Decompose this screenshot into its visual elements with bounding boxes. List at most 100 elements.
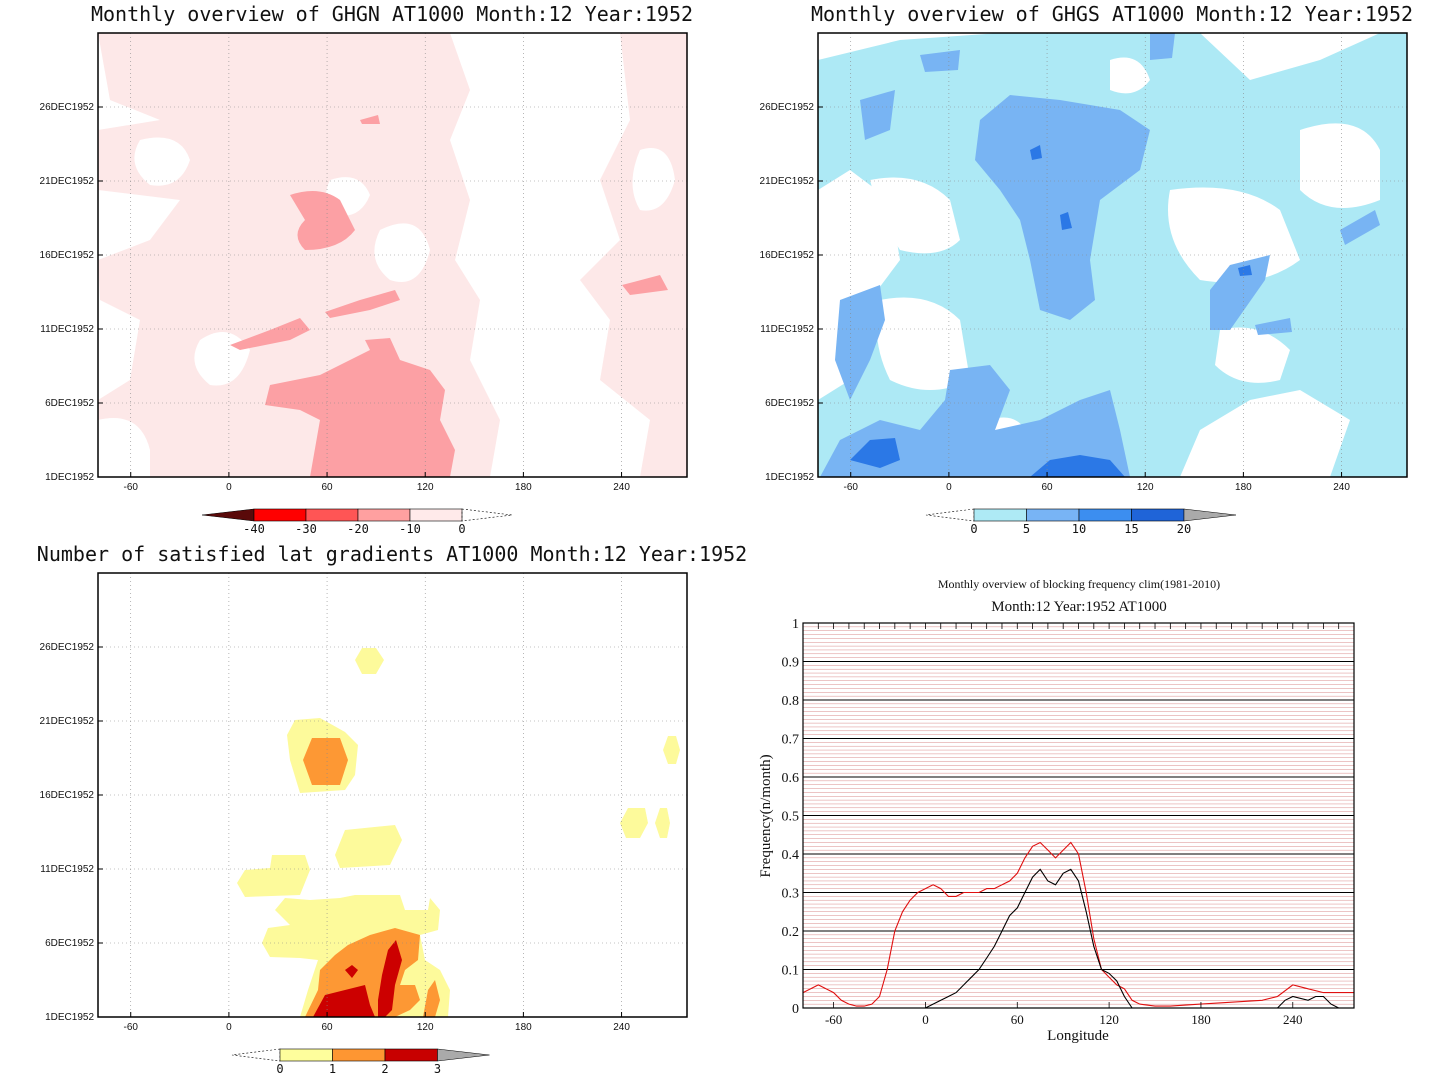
- ghgn-medium-blob-1: [290, 191, 355, 250]
- ghgs-white-center: [876, 297, 970, 390]
- latgrad-l1-e3: [655, 808, 670, 838]
- ghgs-white-east-3: [1215, 327, 1290, 383]
- ghgn-ytick-label: 26DEC1952: [40, 102, 95, 113]
- ghgs-colorbar-label: 20: [1177, 522, 1191, 536]
- ghgs-medium-central: [975, 95, 1150, 320]
- ghgs-ytick-label: 26DEC1952: [760, 102, 815, 113]
- panel-ghgs-title: Monthly overview of GHGS AT1000 Month:12…: [811, 2, 1413, 26]
- latgrad-colorbar-box: [384, 1048, 438, 1062]
- ghgn-colorbar-box: [409, 508, 463, 522]
- panel-latgrad-fields: [98, 573, 687, 1017]
- ghgs-colorbar-right-triangle: [1183, 508, 1237, 522]
- ghgs-dark-e: [1238, 265, 1252, 276]
- latgrad-l2-top: [303, 738, 348, 785]
- ghgs-medium-w: [835, 285, 885, 400]
- blocking-xtick-label: 60: [1011, 1012, 1024, 1027]
- ghgs-xtick-label: 120: [1137, 482, 1154, 493]
- ghgn-ytick-label: 1DEC1952: [45, 472, 94, 483]
- latgrad-ytick-label: 11DEC1952: [40, 864, 94, 875]
- ghgn-colorbar-label: -30: [295, 522, 317, 536]
- blocking-ytick-label: 0.1: [782, 964, 800, 979]
- ghgn-medium-region-main: [265, 338, 455, 477]
- ghgs-medium-e3: [1340, 210, 1380, 245]
- ghgn-xtick-label: 0: [226, 482, 232, 493]
- ghgs-xtick-label: 0: [946, 482, 952, 493]
- ghgs-colorbar-box: [973, 508, 1027, 522]
- latgrad-colorbar-left-triangle: [231, 1048, 281, 1062]
- panel-ghgs-fields: [818, 33, 1407, 477]
- ghgs-ytick-label: 16DEC1952: [760, 250, 815, 261]
- ghgn-colorbar-box: [253, 508, 307, 522]
- ghgs-dark-sw: [850, 438, 900, 468]
- blocking-ytick-label: 0.3: [782, 887, 800, 902]
- ghgn-white-hole-5: [632, 148, 675, 211]
- latgrad-ytick-label: 26DEC1952: [40, 642, 95, 653]
- ghgs-medium-e1: [1210, 255, 1270, 330]
- latgrad-ytick-label: 1DEC1952: [45, 1012, 94, 1023]
- panel-latgrad: Number of satisfied lat gradients AT1000…: [37, 542, 747, 1076]
- panel-ghgs-ticks: -60 0 60 120 180 240 1DEC1952 6DEC1952 11DEC1952…: [760, 102, 1351, 493]
- panel-blocking-xlabel: Longitude: [1047, 1028, 1109, 1044]
- ghgn-medium-blob-4: [622, 275, 668, 295]
- latgrad-colorbar-label: 1: [329, 1062, 336, 1076]
- ghgs-ytick-label: 1DEC1952: [765, 472, 814, 483]
- latgrad-ytick-label: 21DEC1952: [40, 716, 95, 727]
- blocking-ytick-label: 0.9: [782, 656, 800, 671]
- blocking-xtick-label: 180: [1191, 1012, 1211, 1027]
- blocking-series-line-0: [802, 841, 1354, 1007]
- ghgs-ytick-label: 21DEC1952: [760, 176, 815, 187]
- panel-blocking-ticks: 0 0.1 0.2 0.3 0.4 0.5 0.6 0.7 0.8 0.9 1 -60 0 60 120 18…: [782, 617, 1355, 1027]
- latgrad-l3-3: [345, 965, 358, 978]
- ghgn-white-hole-6: [98, 418, 150, 477]
- blocking-ytick-label: 0: [792, 1002, 799, 1017]
- ghgs-xtick-label: 240: [1333, 482, 1350, 493]
- ghgs-xtick-label: 180: [1235, 482, 1252, 493]
- latgrad-xtick-label: -60: [123, 1022, 138, 1033]
- latgrad-ytick-label: 6DEC1952: [45, 938, 94, 949]
- ghgn-colorbar-label: 0: [458, 522, 465, 536]
- blocking-ytick-label: 0.2: [782, 925, 800, 940]
- blocking-xtick-label: 120: [1099, 1012, 1119, 1027]
- ghgs-white-west: [870, 177, 960, 254]
- ghgn-colorbar-left-triangle: [201, 508, 255, 522]
- blocking-xtick-label: -60: [825, 1012, 842, 1027]
- latgrad-l2-e: [423, 980, 440, 1017]
- latgrad-xtick-label: 240: [613, 1022, 630, 1033]
- panel-ghgn-ticks: -60 0 60 120 180 240 1DEC1952 6DEC1952 11DEC1952…: [40, 102, 631, 493]
- ghgs-colorbar-label: 10: [1072, 522, 1086, 536]
- latgrad-l1-n2: [237, 855, 310, 897]
- blocking-series-line-1: [803, 868, 1354, 1009]
- ghgn-xtick-label: 180: [515, 482, 532, 493]
- blocking-ytick-label: 0.8: [782, 694, 800, 709]
- ghgs-medium-e2: [1255, 318, 1292, 335]
- ghgn-light-region-east: [580, 33, 687, 477]
- panel-latgrad-title: Number of satisfied lat gradients AT1000…: [37, 542, 747, 566]
- blocking-xtick-label: 240: [1283, 1012, 1303, 1027]
- panel-blocking-series: [802, 841, 1354, 1009]
- blocking-ytick-label: 0.5: [782, 810, 800, 825]
- ghgn-colorbar-right-triangle: [461, 508, 513, 522]
- ghgs-white-top: [1110, 57, 1150, 94]
- latgrad-colorbar-box: [332, 1048, 386, 1062]
- ghgs-xtick-label: -60: [843, 482, 858, 493]
- blocking-ytick-label: 0.4: [782, 848, 800, 863]
- panel-latgrad-ticks: -60 0 60 120 180 240 1DEC1952 6DEC1952 11DEC1952…: [40, 642, 631, 1033]
- panel-blocking-grid: [803, 626, 1354, 1005]
- panel-blocking-subtitle: Month:12 Year:1952 AT1000: [991, 599, 1166, 615]
- ghgn-colorbar-box: [305, 508, 359, 522]
- ghgn-xtick-label: 120: [417, 482, 434, 493]
- latgrad-colorbar-label: 0: [276, 1062, 283, 1076]
- latgrad-xtick-label: 120: [417, 1022, 434, 1033]
- ghgs-medium-n2: [1150, 33, 1175, 60]
- latgrad-l1-top: [355, 648, 384, 674]
- ghgn-xtick-label: 240: [613, 482, 630, 493]
- ghgs-colorbar-box: [1078, 508, 1132, 522]
- latgrad-xtick-label: 0: [226, 1022, 232, 1033]
- latgrad-xtick-label: 180: [515, 1022, 532, 1033]
- panel-latgrad-colorbar: 0 1 2 3: [231, 1048, 490, 1076]
- blocking-ytick-label: 0.7: [782, 733, 800, 748]
- ghgs-colorbar-label: 15: [1124, 522, 1138, 536]
- latgrad-xtick-label: 60: [321, 1022, 333, 1033]
- latgrad-colorbar-right-triangle: [437, 1048, 490, 1062]
- ghgn-ytick-label: 11DEC1952: [40, 324, 94, 335]
